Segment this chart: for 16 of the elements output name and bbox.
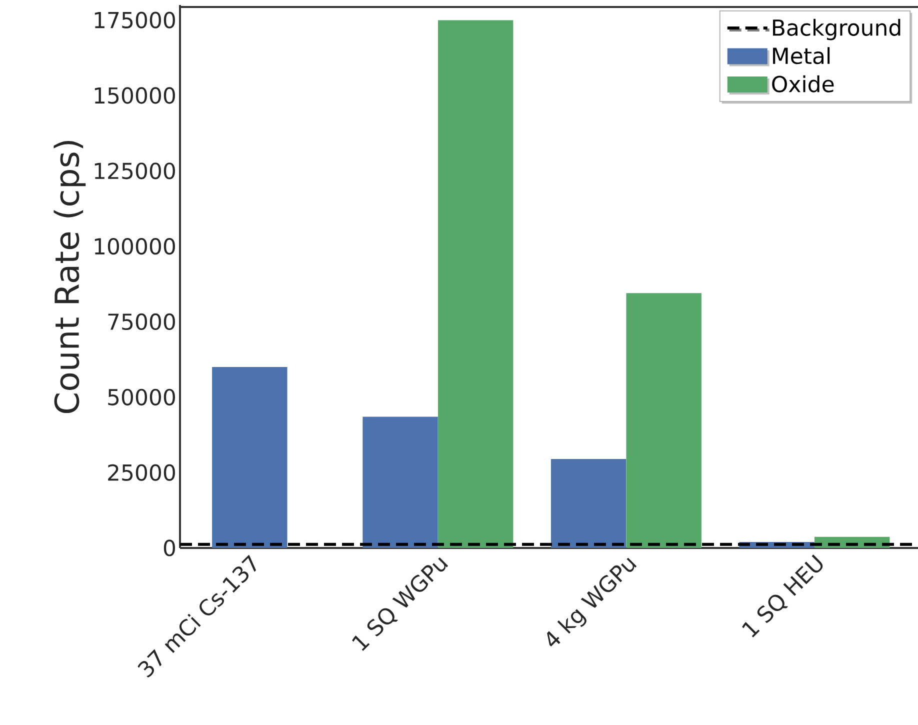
y-tick-label: 175000 <box>94 12 175 28</box>
legend-label: Metal <box>773 47 830 64</box>
y-tick-label: 50000 <box>108 388 175 406</box>
y-tick-label: 100000 <box>94 238 175 255</box>
bar <box>362 416 438 548</box>
y-axis-title: Count Rate (cps) <box>54 140 86 413</box>
legend-label: Background <box>773 18 900 40</box>
y-tick-label: 75000 <box>108 313 175 330</box>
y-tick-label: 150000 <box>94 87 175 104</box>
bar <box>626 293 702 548</box>
bar <box>550 458 626 548</box>
y-tick-label: 0 <box>164 540 176 556</box>
legend-label: Oxide <box>772 75 834 92</box>
y-tick-label: 125000 <box>94 162 175 180</box>
y-tick-label: 25000 <box>108 464 175 481</box>
bar <box>438 20 514 548</box>
